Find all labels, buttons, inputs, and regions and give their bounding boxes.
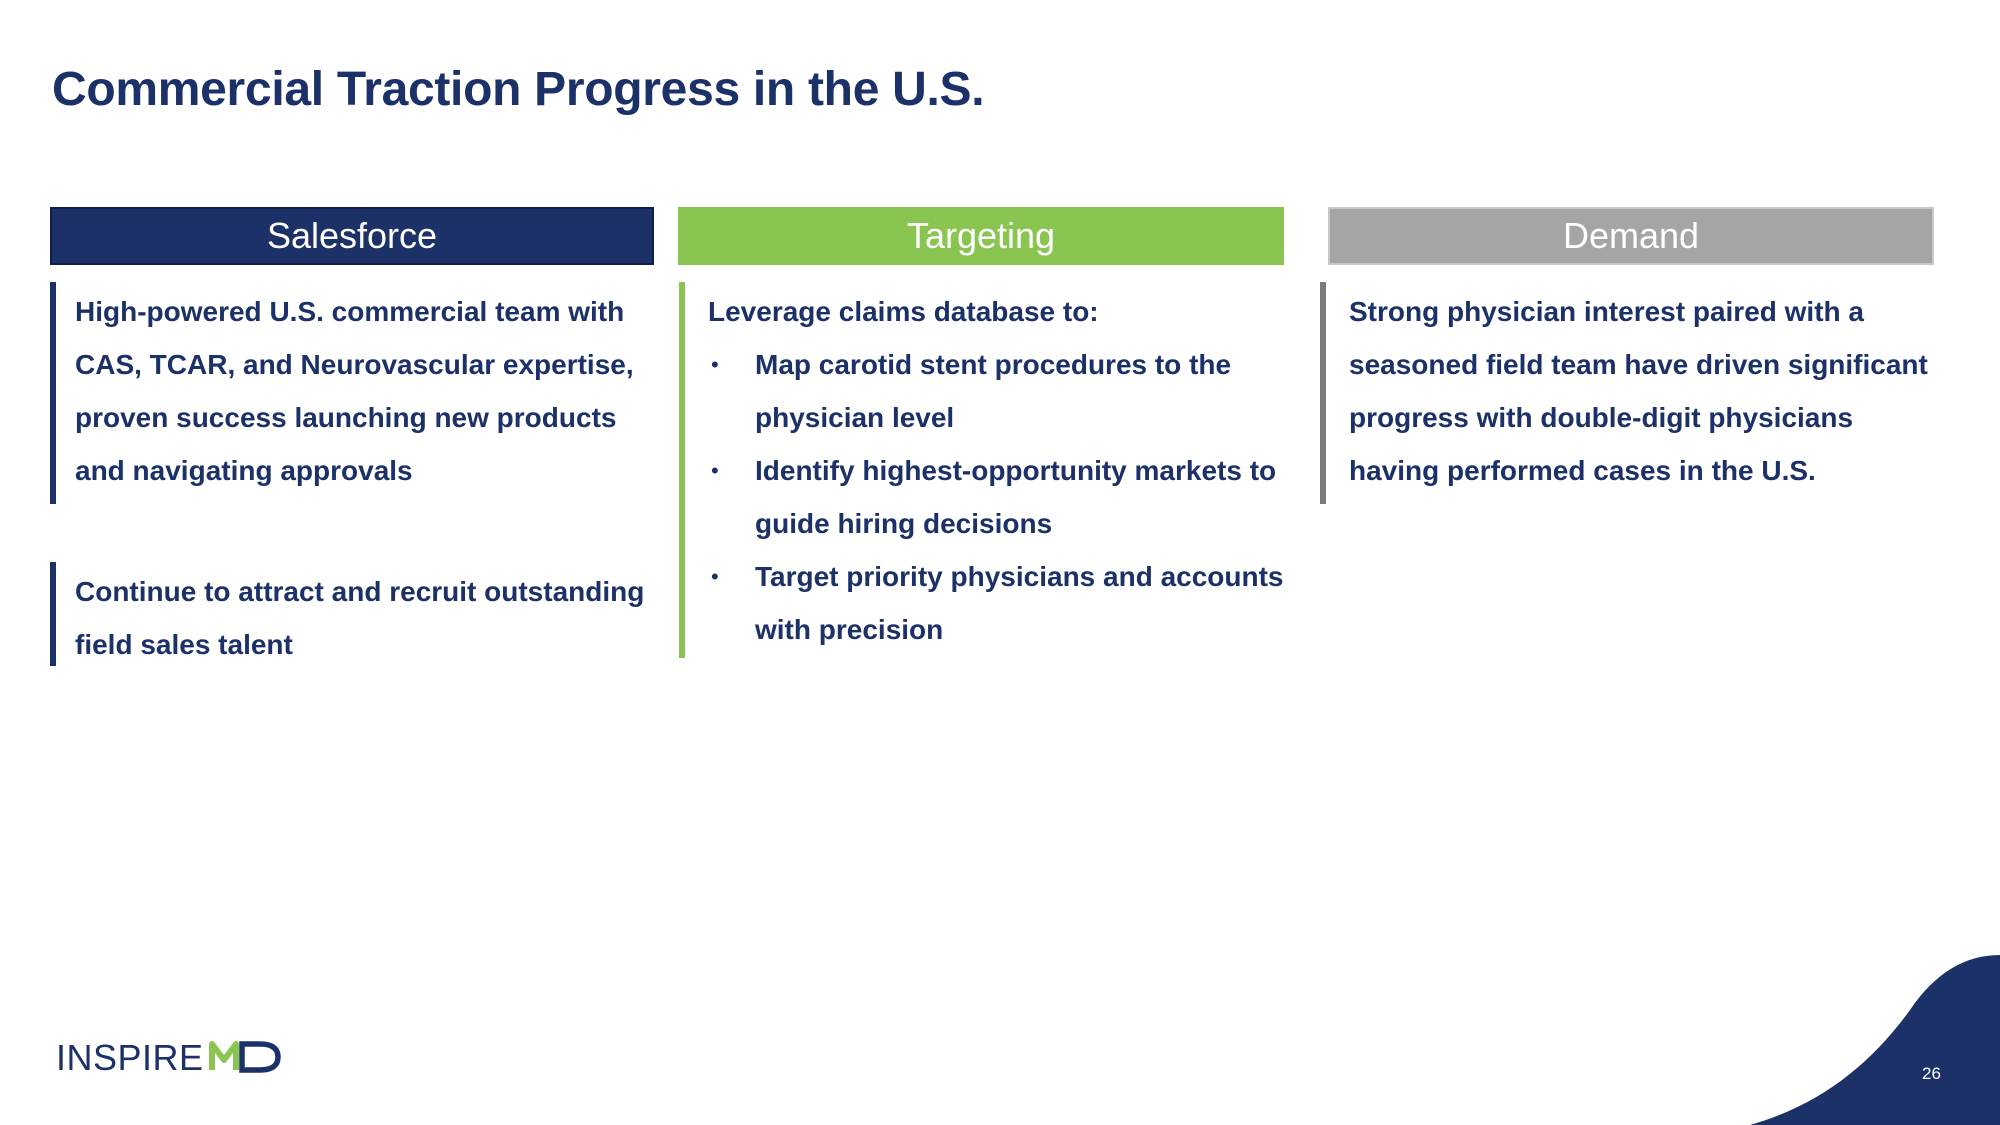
targeting-block: Leverage claims database to: Map carotid… bbox=[679, 282, 1289, 658]
inspiremd-logo-mark: INSPIRE bbox=[56, 1037, 281, 1078]
targeting-bullet: Identify highest-opportunity markets to … bbox=[708, 444, 1289, 550]
slide-title: Commercial Traction Progress in the U.S. bbox=[52, 63, 985, 116]
demand-header: Demand bbox=[1328, 207, 1934, 265]
targeting-bullet: Target priority physicians and accounts … bbox=[708, 550, 1289, 656]
salesforce-paragraph-1: High-powered U.S. commercial team with C… bbox=[50, 282, 650, 504]
targeting-intro: Leverage claims database to: bbox=[708, 296, 1099, 327]
salesforce-paragraph-2: Continue to attract and recruit outstand… bbox=[50, 562, 650, 666]
svg-text:INSPIRE: INSPIRE bbox=[56, 1037, 204, 1078]
targeting-bullet-list: Map carotid stent procedures to the phys… bbox=[708, 338, 1289, 656]
targeting-header: Targeting bbox=[678, 207, 1284, 265]
targeting-bullet: Map carotid stent procedures to the phys… bbox=[708, 338, 1289, 444]
inspiremd-logo: INSPIRE bbox=[56, 1036, 296, 1078]
salesforce-header: Salesforce bbox=[50, 207, 654, 265]
page-number: 26 bbox=[1922, 1064, 1941, 1083]
corner-wave-decoration bbox=[1750, 955, 2000, 1125]
demand-paragraph: Strong physician interest paired with a … bbox=[1320, 282, 1940, 504]
